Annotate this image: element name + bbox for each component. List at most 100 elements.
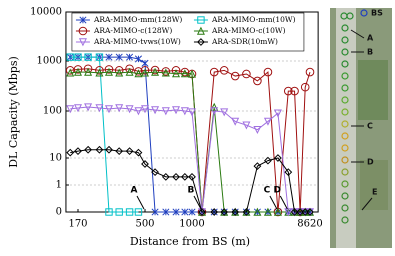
route-dot xyxy=(341,120,349,128)
marker xyxy=(125,67,134,76)
marker xyxy=(95,145,104,154)
map-route xyxy=(340,9,368,224)
y-tick-label: 10000 xyxy=(30,7,62,18)
marker xyxy=(95,53,104,61)
marker xyxy=(78,26,88,36)
legend-label: ARA-MIMO-c(128W) xyxy=(93,26,172,35)
marker xyxy=(140,68,150,77)
marker xyxy=(210,102,219,111)
route-dot xyxy=(341,168,349,176)
marker xyxy=(79,16,87,24)
annotation: B xyxy=(188,186,195,196)
bs-marker xyxy=(360,9,368,17)
legend: ARA-MIMO-mm(128W) ARA-MIMO-mm(10W) ARA-MIM… xyxy=(71,12,305,52)
y-tick-label: 10 xyxy=(49,153,62,164)
x-tick-label: 500 xyxy=(135,219,154,230)
plot: 0 1 10 100 1000 10000 170 500 1000 8620 A B C D ARA-MI… xyxy=(30,7,323,230)
marker xyxy=(273,109,282,118)
marker xyxy=(125,105,134,114)
legend-label: ARA-MIMO-mm(10W) xyxy=(211,15,296,24)
marker xyxy=(188,172,196,181)
marker xyxy=(180,172,189,181)
marker xyxy=(84,53,92,61)
map-label: D xyxy=(367,158,374,167)
marker xyxy=(172,69,181,78)
marker xyxy=(84,145,93,154)
marker xyxy=(134,107,143,116)
x-tick-label: 8620 xyxy=(297,219,322,230)
marker xyxy=(242,121,251,130)
marker xyxy=(126,53,134,61)
marker xyxy=(95,104,104,113)
marker xyxy=(66,68,75,77)
series-line xyxy=(70,56,139,213)
marker xyxy=(220,208,229,216)
marker xyxy=(140,66,150,75)
map-field xyxy=(360,160,388,210)
marker xyxy=(134,69,143,78)
y-axis-label: DL Capacity (Mbps) xyxy=(7,56,20,168)
route-dot xyxy=(341,192,349,200)
marker xyxy=(95,66,104,75)
x-axis-label: Distance from BS (m) xyxy=(130,235,250,248)
marker xyxy=(231,117,240,126)
marker xyxy=(171,66,181,75)
annotation-arrow xyxy=(193,195,202,210)
marker xyxy=(187,108,197,117)
marker xyxy=(161,67,171,76)
marker xyxy=(300,82,310,92)
marker xyxy=(188,208,196,216)
y-tick-label: 0 xyxy=(56,207,62,218)
marker xyxy=(196,26,205,35)
marker xyxy=(134,55,143,63)
marker xyxy=(220,108,229,117)
legend-box xyxy=(71,12,305,52)
marker xyxy=(140,105,150,114)
annotation: D xyxy=(274,186,281,196)
route-dot xyxy=(341,156,349,164)
marker xyxy=(253,76,262,86)
marker xyxy=(115,53,123,61)
map-label: E xyxy=(372,188,377,197)
marker xyxy=(161,107,170,116)
x-tick-label: 170 xyxy=(68,219,87,230)
marker xyxy=(115,208,123,216)
marker xyxy=(73,104,83,113)
legend-label: ARA-MIMO-tvws(10W) xyxy=(93,37,181,46)
marker xyxy=(84,67,93,76)
marker xyxy=(273,207,282,216)
marker xyxy=(162,208,170,216)
marker xyxy=(115,104,124,113)
route-dot xyxy=(341,36,349,44)
route-dot xyxy=(341,144,349,152)
marker xyxy=(231,208,240,216)
marker xyxy=(172,172,180,181)
marker xyxy=(209,67,219,77)
marker xyxy=(150,65,160,75)
marker xyxy=(73,67,83,76)
marker xyxy=(161,68,170,77)
marker xyxy=(114,66,124,75)
marker xyxy=(66,148,75,157)
marker xyxy=(125,208,134,216)
map-label: B xyxy=(367,48,373,57)
marker xyxy=(253,162,262,171)
marker xyxy=(197,38,205,46)
route-dot xyxy=(341,180,349,188)
marker xyxy=(115,68,124,77)
marker xyxy=(115,147,124,156)
marker xyxy=(151,106,160,115)
marker xyxy=(104,67,113,76)
marker xyxy=(66,53,74,61)
arrow xyxy=(350,29,365,39)
marker xyxy=(305,67,315,77)
route-dot xyxy=(346,12,354,20)
marker xyxy=(264,156,272,165)
marker xyxy=(95,68,104,77)
marker xyxy=(284,208,293,217)
map-label: C xyxy=(367,122,373,131)
marker xyxy=(187,69,197,78)
marker xyxy=(210,208,219,216)
marker xyxy=(141,59,149,67)
marker xyxy=(104,105,113,114)
